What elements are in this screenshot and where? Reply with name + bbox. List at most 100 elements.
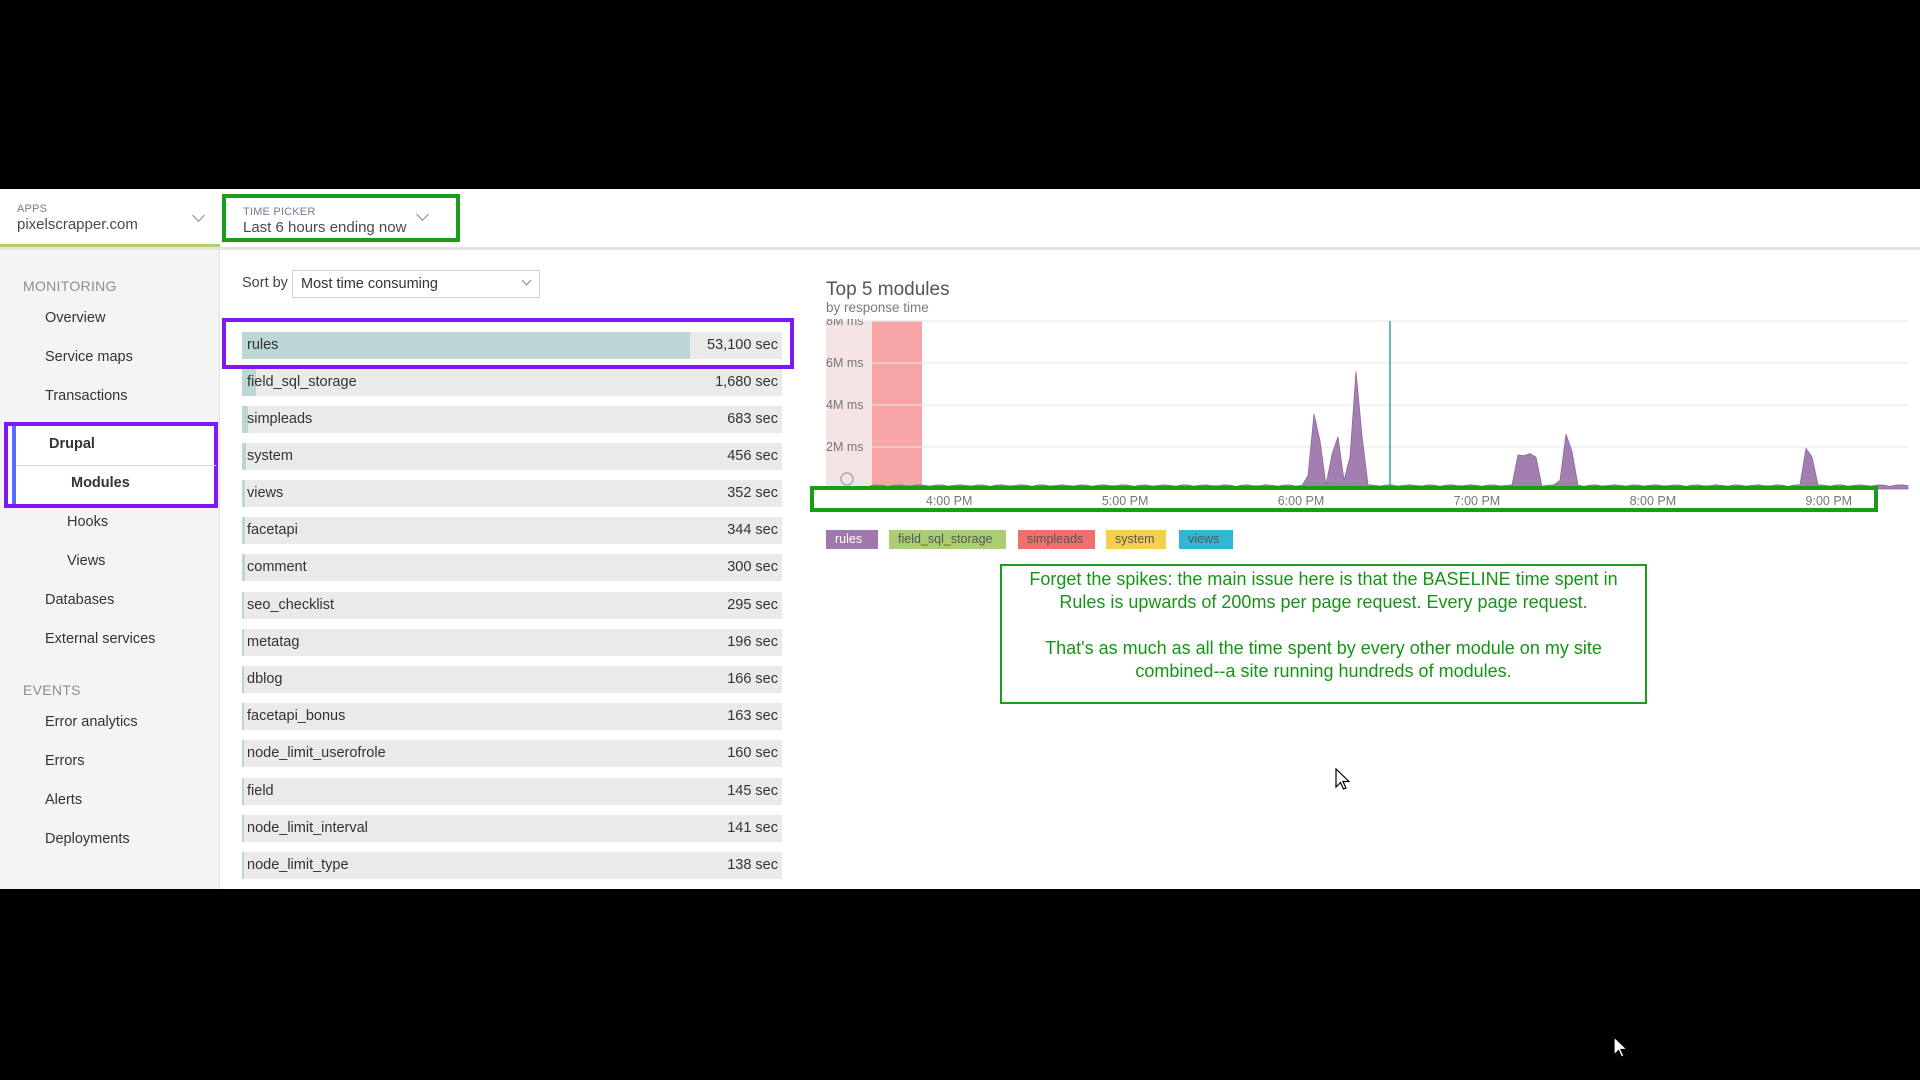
sidebar-item-service-maps[interactable]: Service maps (45, 349, 133, 365)
module-row-node-limit-type[interactable]: node_limit_type 138 sec (242, 852, 782, 879)
module-row-field[interactable]: field 145 sec (242, 778, 782, 805)
sidebar-item-transactions[interactable]: Transactions (45, 388, 128, 404)
module-name: facetapi_bonus (247, 708, 346, 724)
module-bar (242, 666, 244, 693)
module-name: views (247, 485, 284, 501)
legend-item-field-sql-storage[interactable]: field_sql_storage (889, 530, 1006, 549)
legend-item-rules[interactable]: rules (826, 530, 878, 549)
x-tick-label: 4:00 PM (926, 494, 973, 508)
module-name: node_limit_type (247, 857, 349, 873)
module-name: node_limit_userofrole (247, 745, 386, 761)
sidebar-item-databases[interactable]: Databases (45, 592, 115, 608)
mouse-cursor-icon (1335, 768, 1351, 790)
module-row-node-limit-userofrole[interactable]: node_limit_userofrole 160 sec (242, 740, 782, 767)
y-tick-label: 8M ms (826, 319, 864, 328)
loading-indicator (840, 472, 854, 486)
sidebar-item-drupal[interactable]: Drupal (49, 436, 95, 452)
x-tick-label: 8:00 PM (1630, 494, 1677, 508)
sort-select[interactable]: Most time consuming (292, 270, 540, 298)
module-name: system (247, 448, 293, 464)
module-row-rules[interactable]: rules 53,100 sec (242, 332, 782, 359)
app-picker-value: pixelscrapper.com (17, 216, 138, 233)
module-row-metatag[interactable]: metatag 196 sec (242, 629, 782, 656)
sidebar-item-modules[interactable]: Modules (71, 475, 130, 491)
chevron-down-icon (521, 275, 532, 286)
chart-subtitle: by response time (826, 300, 929, 315)
rules-highlight-box (222, 318, 794, 369)
sidebar-heading-events: EVENTS (23, 682, 81, 698)
module-name: simpleads (247, 411, 313, 427)
sidebar: MONITORING Overview Service maps Transac… (0, 250, 220, 889)
legend-item-simpleads[interactable]: simpleads (1018, 530, 1095, 549)
module-bar (242, 815, 244, 842)
sidebar-item-error-analytics[interactable]: Error analytics (45, 714, 138, 730)
sort-label: Sort by (242, 275, 288, 291)
divider (16, 465, 216, 466)
module-time: 196 sec (727, 634, 778, 650)
sidebar-item-external-services[interactable]: External services (45, 631, 156, 647)
note-paragraph-2: That's as much as all the time spent by … (1045, 638, 1602, 681)
module-row-seo-checklist[interactable]: seo_checklist 295 sec (242, 592, 782, 619)
time-picker-value: Last 6 hours ending now (243, 219, 407, 236)
module-name: metatag (247, 634, 300, 650)
legend-item-system[interactable]: system (1106, 530, 1166, 549)
sidebar-item-hooks[interactable]: Hooks (67, 514, 109, 530)
module-bar (242, 406, 248, 433)
module-bar (242, 554, 245, 581)
module-name: field (247, 783, 274, 799)
sidebar-drupal-highlight: Drupal Modules (4, 422, 218, 508)
module-name: rules (247, 337, 279, 353)
series-area-rules (869, 371, 1909, 490)
x-tick-label: 6:00 PM (1278, 494, 1325, 508)
sidebar-item-errors[interactable]: Errors (45, 753, 85, 769)
module-row-field-sql-storage[interactable]: field_sql_storage 1,680 sec (242, 369, 782, 396)
baseline-highlight-box (810, 486, 1878, 512)
y-tick-label: 4M ms (826, 398, 864, 412)
module-time: 352 sec (727, 485, 778, 501)
module-time: 141 sec (727, 820, 778, 836)
module-bar (242, 740, 244, 767)
module-bar (242, 369, 256, 396)
y-tick-label: 6M ms (826, 356, 864, 370)
module-time: 138 sec (727, 857, 778, 873)
module-name: field_sql_storage (247, 374, 357, 390)
sidebar-item-deployments[interactable]: Deployments (45, 831, 130, 847)
note-paragraph-1: Forget the spikes: the main issue here i… (1029, 569, 1618, 612)
module-row-dblog[interactable]: dblog 166 sec (242, 666, 782, 693)
active-indicator (12, 426, 16, 504)
top-bar: APPS pixelscrapper.com TIME PICKER Last … (0, 189, 1920, 250)
module-name: comment (247, 559, 307, 575)
x-tick-label: 5:00 PM (1102, 494, 1149, 508)
top-modules-chart[interactable]: 8M ms 6M ms 4M ms 2M ms 4:00 PM 5:00 PM 6:00 P… (820, 319, 1910, 519)
time-picker[interactable]: TIME PICKER Last 6 hours ending now (222, 194, 460, 242)
module-time: 163 sec (727, 708, 778, 724)
module-row-comment[interactable]: comment 300 sec (242, 554, 782, 581)
module-bar (242, 443, 246, 470)
module-time: 53,100 sec (707, 337, 778, 353)
module-bar (242, 480, 245, 507)
y-tick-label: 2M ms (826, 440, 864, 454)
module-row-facetapi[interactable]: facetapi 344 sec (242, 517, 782, 544)
module-bar (242, 629, 244, 656)
mouse-cursor-icon (1613, 1036, 1629, 1058)
app-picker-caption: APPS (17, 203, 48, 215)
module-name: seo_checklist (247, 597, 335, 613)
module-bar (242, 778, 244, 805)
module-time: 166 sec (727, 671, 778, 687)
sort-select-value: Most time consuming (301, 276, 438, 292)
legend-item-views[interactable]: views (1179, 530, 1233, 549)
module-row-views[interactable]: views 352 sec (242, 480, 782, 507)
app-picker[interactable]: APPS pixelscrapper.com (0, 189, 220, 247)
module-time: 160 sec (727, 745, 778, 761)
module-bar (242, 592, 244, 619)
module-bar (242, 332, 690, 359)
module-bar (242, 517, 245, 544)
module-row-simpleads[interactable]: simpleads 683 sec (242, 406, 782, 433)
sidebar-item-alerts[interactable]: Alerts (45, 792, 83, 808)
module-row-facetapi-bonus[interactable]: facetapi_bonus 163 sec (242, 703, 782, 730)
module-row-system[interactable]: system 456 sec (242, 443, 782, 470)
module-time: 300 sec (727, 559, 778, 575)
sidebar-item-overview[interactable]: Overview (45, 310, 106, 326)
sidebar-item-views[interactable]: Views (67, 553, 106, 569)
module-row-node-limit-interval[interactable]: node_limit_interval 141 sec (242, 815, 782, 842)
